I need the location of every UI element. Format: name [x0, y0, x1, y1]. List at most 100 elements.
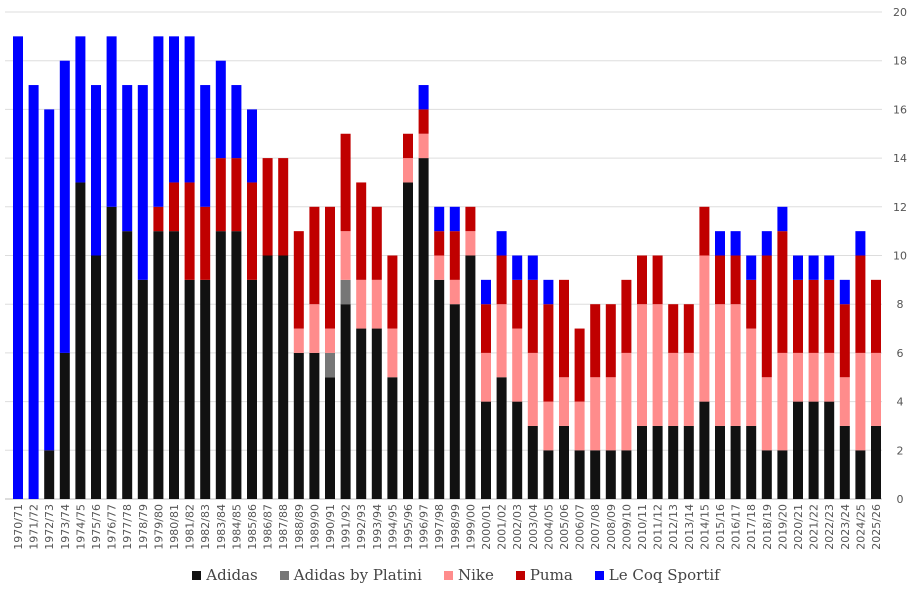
y-tick-label: 18 — [893, 55, 907, 68]
bar-segment-puma — [496, 255, 507, 305]
bar-segment-adidas — [574, 450, 585, 499]
bar-segment-le-coq-sportif — [839, 279, 850, 305]
bar-segment-nike — [730, 304, 741, 426]
legend-label: Nike — [457, 566, 494, 584]
x-tick-label: 1978/79 — [137, 504, 150, 550]
bars — [13, 36, 881, 500]
bar-segment-nike — [340, 231, 351, 280]
x-tick-label: 2021/22 — [808, 504, 821, 550]
bar-segment-le-coq-sportif — [855, 231, 866, 256]
bar-segment-puma — [169, 182, 179, 232]
bar-segment-puma — [652, 255, 663, 305]
x-tick-label: 2024/25 — [854, 504, 867, 550]
bar-segment-adidas — [309, 352, 320, 499]
legend-item[interactable]: Adidas — [192, 566, 258, 584]
bar-segment-le-coq-sportif — [730, 231, 741, 256]
bar-segment-puma — [559, 279, 569, 378]
bar-segment-adidas — [481, 401, 491, 499]
bar-segment-nike — [434, 255, 445, 280]
bar-segment-puma — [356, 182, 367, 280]
x-tick-label: 2008/09 — [605, 504, 618, 550]
x-tick-label: 1975/76 — [90, 504, 103, 550]
legend-swatch — [515, 570, 525, 580]
y-axis-ticks: 0 2 4 6 8 10 12 14 16 18 20 — [893, 6, 907, 506]
bar-segment-puma — [371, 206, 382, 280]
bar-segment-adidas — [184, 279, 195, 499]
bar-segment-le-coq-sportif — [715, 231, 725, 256]
bar-segment-nike — [605, 377, 616, 451]
bar-segment-le-coq-sportif — [496, 231, 507, 256]
bar-segment-puma — [715, 255, 725, 305]
bar-segment-le-coq-sportif — [481, 279, 491, 305]
bar-segment-adidas — [434, 279, 445, 499]
x-tick-label: 2014/15 — [698, 504, 711, 550]
legend-swatch — [594, 570, 604, 580]
bar-segment-nike — [309, 304, 320, 353]
bar-segment-puma — [761, 255, 772, 378]
x-tick-label: 2001/02 — [496, 504, 509, 550]
bar-segment-puma — [621, 279, 632, 353]
bar-segment-le-coq-sportif — [215, 60, 226, 159]
bar-segment-puma — [574, 328, 585, 402]
bar-segment-le-coq-sportif — [59, 60, 70, 353]
x-tick-label: 2019/20 — [776, 504, 789, 550]
bar-segment-adidas — [247, 279, 257, 499]
x-tick-label: 2012/13 — [667, 504, 680, 550]
bar-segment-puma — [340, 133, 351, 232]
bar-segment-puma — [200, 206, 211, 280]
bar-segment-le-coq-sportif — [808, 255, 819, 280]
bar-segment-puma — [777, 231, 788, 353]
legend-item[interactable]: Nike — [443, 566, 494, 584]
x-tick-label: 1990/91 — [324, 504, 337, 550]
y-tick-label: 2 — [897, 444, 904, 457]
y-tick-label: 8 — [897, 298, 904, 311]
bar-segment-nike — [449, 279, 460, 305]
x-tick-label: 1996/97 — [418, 504, 431, 550]
x-tick-label: 2010/11 — [636, 504, 649, 550]
bar-segment-adidas — [793, 401, 803, 499]
bar-segment-nike — [590, 377, 601, 451]
bar-segment-adidas — [527, 425, 538, 499]
bar-segment-nike — [574, 401, 585, 451]
x-tick-label: 2020/21 — [792, 504, 805, 550]
bar-segment-nike — [403, 158, 413, 183]
x-tick-label: 2025/26 — [870, 504, 883, 550]
bar-segment-le-coq-sportif — [28, 85, 39, 500]
bar-segment-nike — [481, 352, 491, 402]
bar-segment-puma — [699, 206, 710, 256]
bar-segment-nike — [527, 352, 538, 426]
bar-segment-nike — [371, 279, 382, 329]
bar-segment-adidas — [668, 425, 679, 499]
legend-item[interactable]: Adidas by Platini — [279, 566, 422, 584]
bar-segment-nike — [652, 304, 663, 426]
x-tick-label: 2002/03 — [511, 504, 524, 550]
x-tick-label: 1986/87 — [262, 504, 275, 550]
x-tick-label: 2022/23 — [823, 504, 836, 550]
y-tick-label: 12 — [893, 201, 907, 214]
y-tick-label: 16 — [893, 103, 907, 116]
y-tick-label: 10 — [893, 250, 907, 263]
bar-segment-puma — [184, 182, 195, 280]
x-tick-label: 1980/81 — [168, 504, 181, 550]
legend-item[interactable]: Le Coq Sportif — [594, 566, 720, 584]
bar-segment-le-coq-sportif — [824, 255, 835, 280]
legend-item[interactable]: Puma — [515, 566, 573, 584]
bar-segment-adidas — [637, 425, 647, 499]
bar-segment-puma — [730, 255, 741, 305]
bar-segment-nike — [824, 352, 835, 402]
bar-segment-le-coq-sportif — [137, 85, 148, 280]
x-tick-label: 2005/06 — [558, 504, 571, 550]
bar-segment-puma — [387, 255, 398, 329]
legend-label: Adidas — [206, 566, 258, 584]
bar-segment-adidas — [652, 425, 663, 499]
bar-segment-le-coq-sportif — [75, 36, 86, 183]
bar-segment-puma — [839, 304, 850, 378]
x-tick-label: 1993/94 — [371, 504, 384, 550]
x-tick-label: 1983/84 — [215, 504, 228, 550]
bar-segment-adidas — [449, 304, 460, 499]
bar-segment-adidas — [403, 182, 413, 499]
bar-segment-nike — [637, 304, 647, 426]
x-tick-label: 1973/74 — [59, 504, 72, 550]
bar-segment-nike — [512, 328, 523, 402]
y-tick-label: 14 — [893, 152, 907, 165]
